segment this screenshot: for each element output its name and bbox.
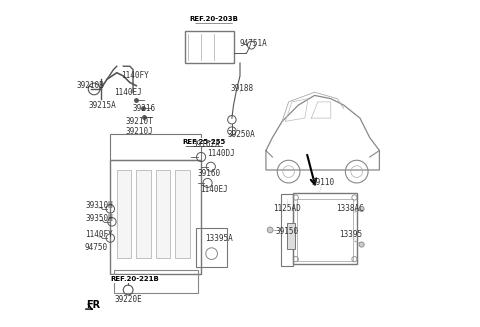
- Text: 39210B: 39210B: [76, 81, 104, 90]
- Bar: [156, 170, 170, 258]
- Bar: [110, 134, 201, 160]
- Text: 1140FY: 1140FY: [121, 72, 148, 80]
- Text: REF.25-255: REF.25-255: [183, 139, 226, 146]
- Text: 1140DJ: 1140DJ: [207, 149, 234, 158]
- Circle shape: [359, 242, 364, 247]
- Text: 94750: 94750: [84, 243, 108, 252]
- Bar: [185, 30, 233, 63]
- Circle shape: [267, 227, 273, 233]
- Text: 1140EJ: 1140EJ: [200, 185, 228, 194]
- Text: 39150: 39150: [276, 227, 299, 236]
- Text: FR: FR: [86, 300, 100, 310]
- Text: 39215A: 39215A: [88, 101, 116, 110]
- Text: 39216: 39216: [133, 104, 156, 113]
- Bar: [114, 270, 198, 293]
- Text: 39210T: 39210T: [126, 117, 154, 126]
- Text: 39250A: 39250A: [228, 130, 255, 139]
- Bar: [175, 170, 190, 258]
- Text: 39162A: 39162A: [192, 140, 220, 148]
- Bar: [293, 193, 357, 264]
- Bar: [136, 170, 151, 258]
- Text: 39210J: 39210J: [126, 127, 154, 136]
- Text: REF.20-203B: REF.20-203B: [190, 16, 239, 22]
- Circle shape: [359, 206, 364, 212]
- Bar: [117, 170, 132, 258]
- Text: REF.20-221B: REF.20-221B: [110, 276, 159, 282]
- Bar: [297, 199, 353, 261]
- Bar: [287, 223, 295, 250]
- Text: 39350H: 39350H: [85, 214, 113, 223]
- Text: 39188: 39188: [230, 84, 253, 94]
- Text: 13395A: 13395A: [205, 233, 233, 243]
- Text: 1140FY: 1140FY: [85, 230, 113, 239]
- Bar: [110, 160, 201, 274]
- Text: 94751A: 94751A: [239, 39, 267, 48]
- Text: 39310H: 39310H: [85, 201, 113, 210]
- Text: 13395: 13395: [339, 230, 362, 239]
- Text: 1125AD: 1125AD: [273, 204, 301, 214]
- Text: 1338AC: 1338AC: [336, 204, 364, 214]
- Text: 39160: 39160: [198, 169, 221, 178]
- Text: 39110: 39110: [311, 179, 334, 187]
- Bar: [280, 194, 293, 266]
- Text: 39220E: 39220E: [114, 295, 142, 304]
- Bar: [196, 228, 227, 267]
- Text: 1140EJ: 1140EJ: [114, 88, 142, 97]
